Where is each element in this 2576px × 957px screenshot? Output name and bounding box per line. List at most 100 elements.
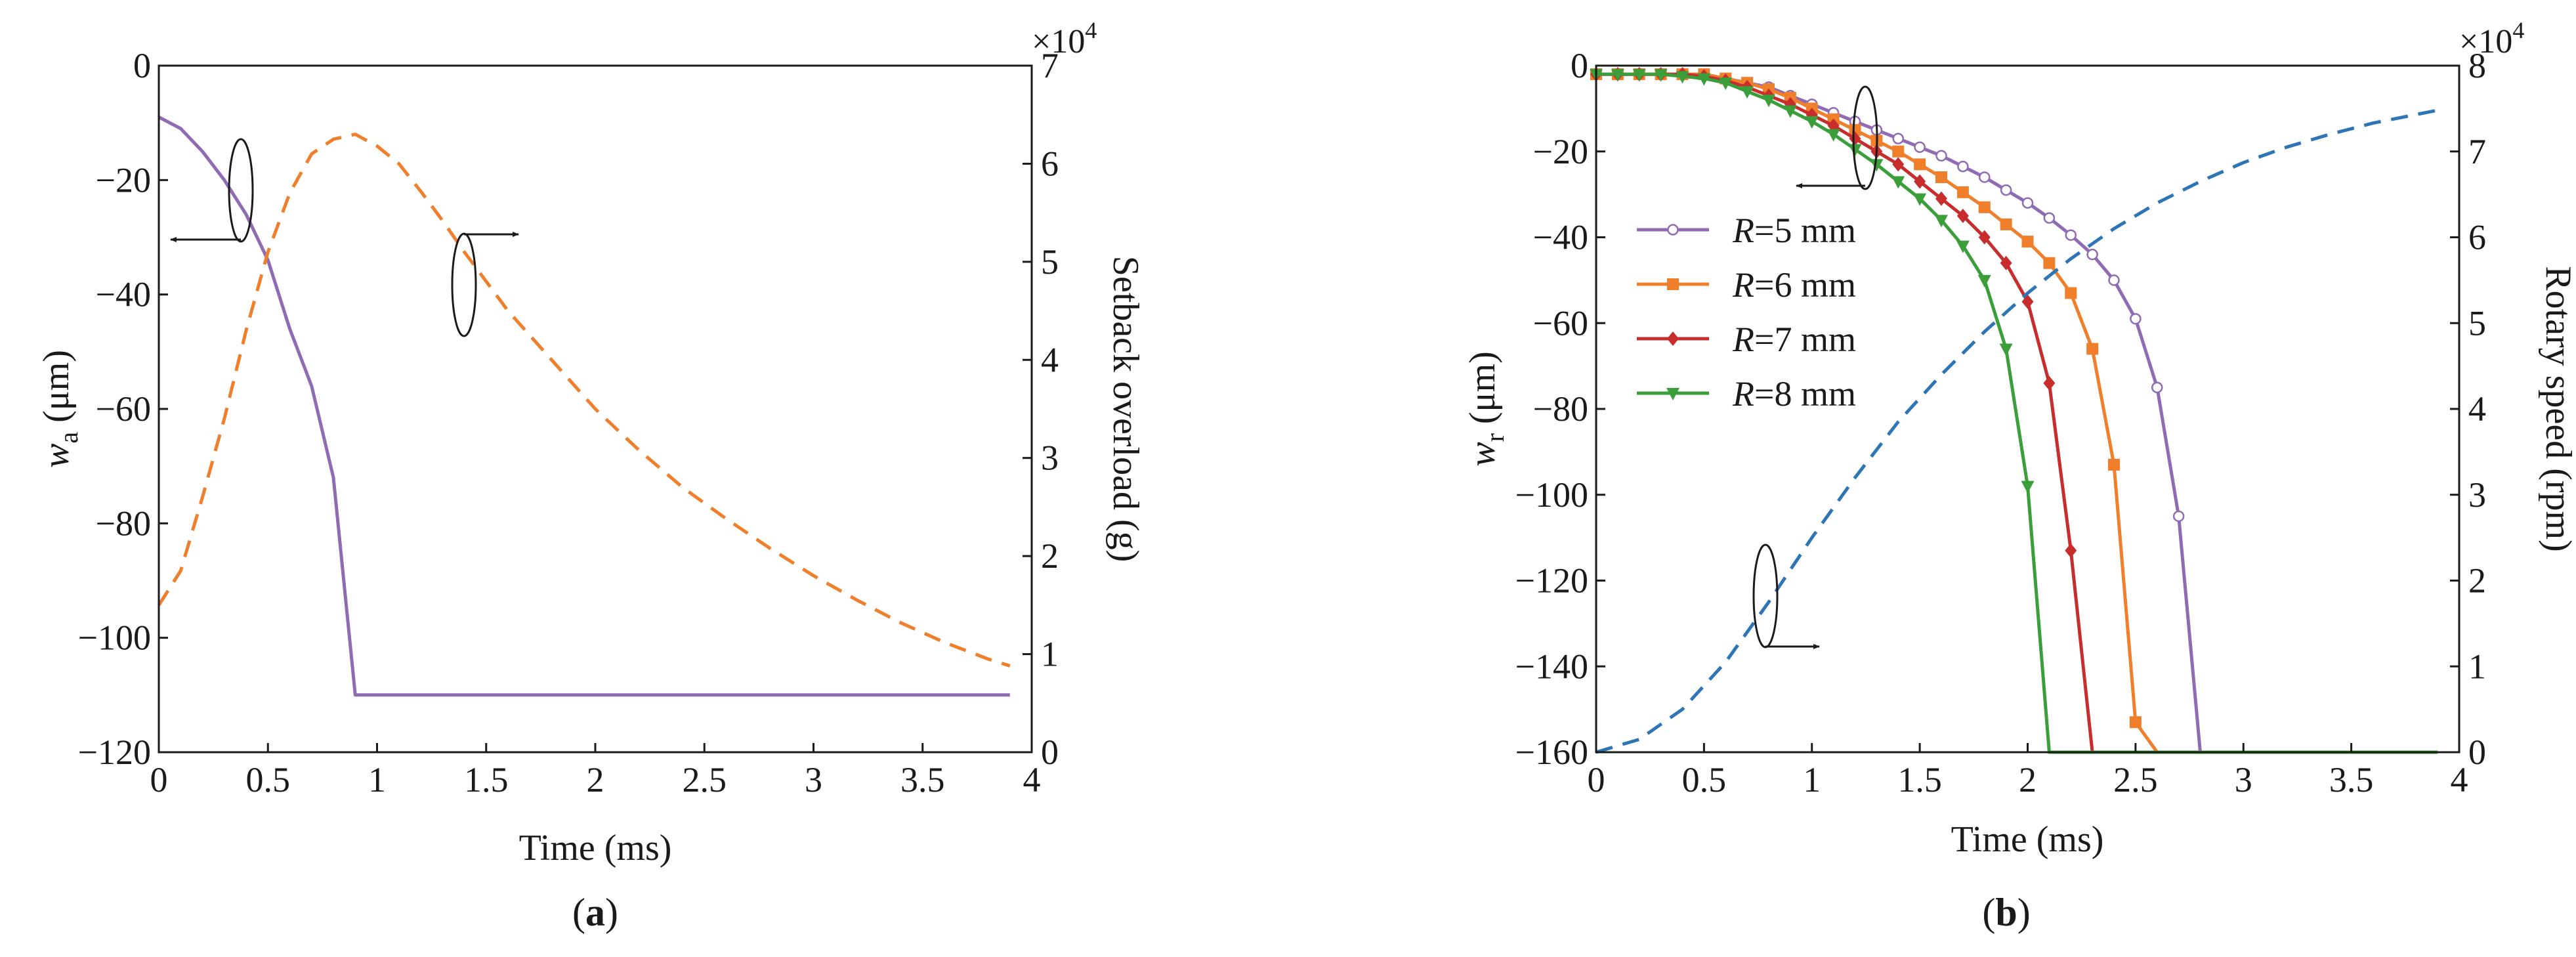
panel-b-data-point-r-6-mm xyxy=(1914,158,1926,171)
panel-a-left-y-tick-label: −80 xyxy=(96,503,151,543)
panel-b-right-y-axis-label: Rotary speed (rpm) xyxy=(2538,266,2576,551)
panel-b-data-point-r-8-mm xyxy=(1870,159,1884,172)
panel-b-x-tick-label: 2 xyxy=(2019,760,2037,799)
panel-b-data-point-r-7-mm xyxy=(1978,230,1991,245)
panel-b-right-y-ticks: 0 1 2 3 4 5 6 7 8 xyxy=(2450,46,2486,772)
panel-a-left-y-axis-label: wa (μm) xyxy=(36,350,83,468)
panel-b-data-point-r-5-mm xyxy=(2172,510,2185,522)
panel-a: 0 0.5 1 1.5 2 2.5 3 3.5 4 0−20−40−60−80−100−120 … xyxy=(36,17,1146,934)
panel-a-x-tick-label: 3 xyxy=(805,760,822,799)
panel-b-left-y-tick-label: −40 xyxy=(1533,218,1588,257)
panel-b-series-line-rotary-speed xyxy=(1595,108,2438,754)
panel-b-left-y-tick-label: −80 xyxy=(1533,389,1588,429)
panel-a-series-line-w-a xyxy=(158,116,1010,697)
panel-a-right-y-tick-label: 2 xyxy=(1041,536,1059,576)
panel-a-left-y-tick-label: −100 xyxy=(78,618,151,658)
panel-b-data-point-r-8-mm xyxy=(1611,69,1624,82)
panel-b-left-y-tick-label: −140 xyxy=(1515,647,1588,686)
panel-b-data-point-r-6-mm xyxy=(2065,287,2077,299)
panel-a-right-y-tick-label: 7 xyxy=(1041,46,1059,85)
panel-b-w-r-pointer-ellipse xyxy=(1852,85,1878,190)
panel-b-rotary-pointer-ellipse xyxy=(1752,543,1779,649)
panel-b-data-point-r-8-mm xyxy=(1891,176,1905,189)
panel-b-data-point-r-8-mm xyxy=(1826,129,1840,142)
panel-b-plot-frame xyxy=(1595,64,2460,754)
panel-a-x-ticks: 0 0.5 1 1.5 2 2.5 3 3.5 4 xyxy=(150,743,1041,799)
panel-b-data-point-r-5-mm xyxy=(2130,312,2142,325)
panel-b-series-layer xyxy=(1590,67,2438,754)
legend-entry-r-5-mm: R=5 mm xyxy=(1637,211,1856,250)
panel-b-data-point-r-6-mm xyxy=(2043,257,2056,269)
panel-b-right-y-tick-label: 6 xyxy=(2468,218,2486,257)
panel-a-right-y-tick-label: 0 xyxy=(1041,733,1059,772)
panel-b-label: (b) xyxy=(1982,891,2030,934)
panel-a-x-tick-label: 2.5 xyxy=(683,760,727,799)
panel-a-x-tick-label: 1 xyxy=(368,760,386,799)
legend-label: R=6 mm xyxy=(1732,265,1856,305)
panel-b-data-point-r-6-mm xyxy=(2108,458,2120,471)
panel-b-left-y-tick-label: −20 xyxy=(1533,132,1588,171)
panel-a-x-tick-label: 2 xyxy=(587,760,604,799)
panel-b-data-point-r-5-mm xyxy=(1979,171,1991,183)
panel-b-right-y-tick-label: 5 xyxy=(2468,303,2486,343)
panel-b: 0 0.5 1 1.5 2 2.5 3 3.5 4 0 −20 −40 −60 −80 −100 −120 −… xyxy=(1462,17,2576,934)
panel-b-data-point-r-5-mm xyxy=(2086,248,2098,261)
legend-marker-sample xyxy=(1667,224,1679,236)
legend-entry-r-7-mm: R=7 mm xyxy=(1637,320,1856,359)
panel-b-x-tick-label: 0.5 xyxy=(1682,760,1727,799)
panel-b-x-tick-label: 0 xyxy=(1588,760,1605,799)
legend-entry-r-8-mm: R=8 mm xyxy=(1637,374,1856,414)
panel-a-right-y-tick-label: 4 xyxy=(1041,340,1059,379)
panel-a-plot-frame xyxy=(158,64,1033,754)
panel-b-data-point-r-6-mm xyxy=(1849,124,1861,137)
panel-b-data-point-r-6-mm xyxy=(1978,201,1991,213)
panel-b-data-point-r-6-mm xyxy=(1935,171,1947,183)
panel-b-data-point-r-8-mm xyxy=(2021,480,2035,494)
panel-b-x-tick-label: 1 xyxy=(1803,760,1821,799)
panel-b-data-point-r-8-mm xyxy=(1977,274,1991,287)
panel-a-left-y-tick-label: −60 xyxy=(96,389,151,429)
panel-b-data-point-r-8-mm xyxy=(1805,116,1819,129)
panel-b-data-point-r-7-mm xyxy=(2000,255,2012,270)
panel-b-data-point-r-7-mm xyxy=(1935,191,1947,206)
panel-b-data-point-r-8-mm xyxy=(1848,144,1862,157)
legend-label: R=8 mm xyxy=(1732,374,1856,414)
panel-a-w-a-pointer-ellipse xyxy=(228,138,254,243)
panel-a-x-tick-label: 0 xyxy=(150,760,168,799)
panel-b-data-point-r-6-mm xyxy=(1892,145,1905,158)
panel-a-right-y-tick-label: 5 xyxy=(1041,242,1059,282)
panel-a-right-y-tick-label: 1 xyxy=(1041,635,1059,674)
panel-a-left-y-tick-label: −40 xyxy=(96,275,151,314)
panel-b-right-y-tick-label: 4 xyxy=(2468,389,2486,429)
panel-b-data-point-r-8-mm xyxy=(1783,105,1797,118)
panel-b-left-y-axis-label: wr (μm) xyxy=(1462,351,1510,467)
panel-b-x-ticks: 0 0.5 1 1.5 2 2.5 3 3.5 4 xyxy=(1588,743,2468,799)
panel-b-data-point-r-8-mm xyxy=(1741,86,1754,99)
panel-b-x-axis-label: Time (ms) xyxy=(1951,819,2104,860)
panel-a-left-y-tick-label: 0 xyxy=(133,46,151,85)
panel-a-x-tick-label: 3.5 xyxy=(900,760,945,799)
panel-b-data-point-r-8-mm xyxy=(1697,73,1711,86)
panel-a-x-tick-label: 1.5 xyxy=(464,760,509,799)
panel-b-data-point-r-8-mm xyxy=(1632,69,1646,82)
panel-a-series-line-setback-overload xyxy=(157,133,1011,668)
legend-label: R=5 mm xyxy=(1732,211,1856,250)
panel-b-series-line-r-8-mm xyxy=(1596,72,2438,754)
panel-b-left-y-tick-label: −100 xyxy=(1515,475,1588,515)
panel-b-data-point-r-7-mm xyxy=(1956,208,1969,223)
panel-b-data-point-r-8-mm xyxy=(1999,343,2013,356)
panel-b-right-y-tick-label: 0 xyxy=(2468,733,2486,772)
panel-a-x-tick-label: 0.5 xyxy=(246,760,291,799)
panel-b-data-point-r-6-mm xyxy=(2000,218,2012,230)
panel-b-x-tick-label: 3 xyxy=(2235,760,2252,799)
panel-a-label: (a) xyxy=(572,891,618,934)
panel-b-data-point-r-7-mm xyxy=(1914,174,1926,189)
legend-entry-r-6-mm: R=6 mm xyxy=(1637,265,1856,305)
panel-b-data-point-r-7-mm xyxy=(2065,543,2077,558)
panel-b-data-point-r-6-mm xyxy=(2129,716,2142,729)
legend-label: R=7 mm xyxy=(1732,320,1856,359)
panel-b-legend: R=5 mm R=6 mm R=7 mm R=8 mm xyxy=(1637,211,1856,414)
panel-b-data-point-r-8-mm xyxy=(1719,77,1733,91)
panel-b-right-y-tick-label: 7 xyxy=(2468,132,2486,171)
